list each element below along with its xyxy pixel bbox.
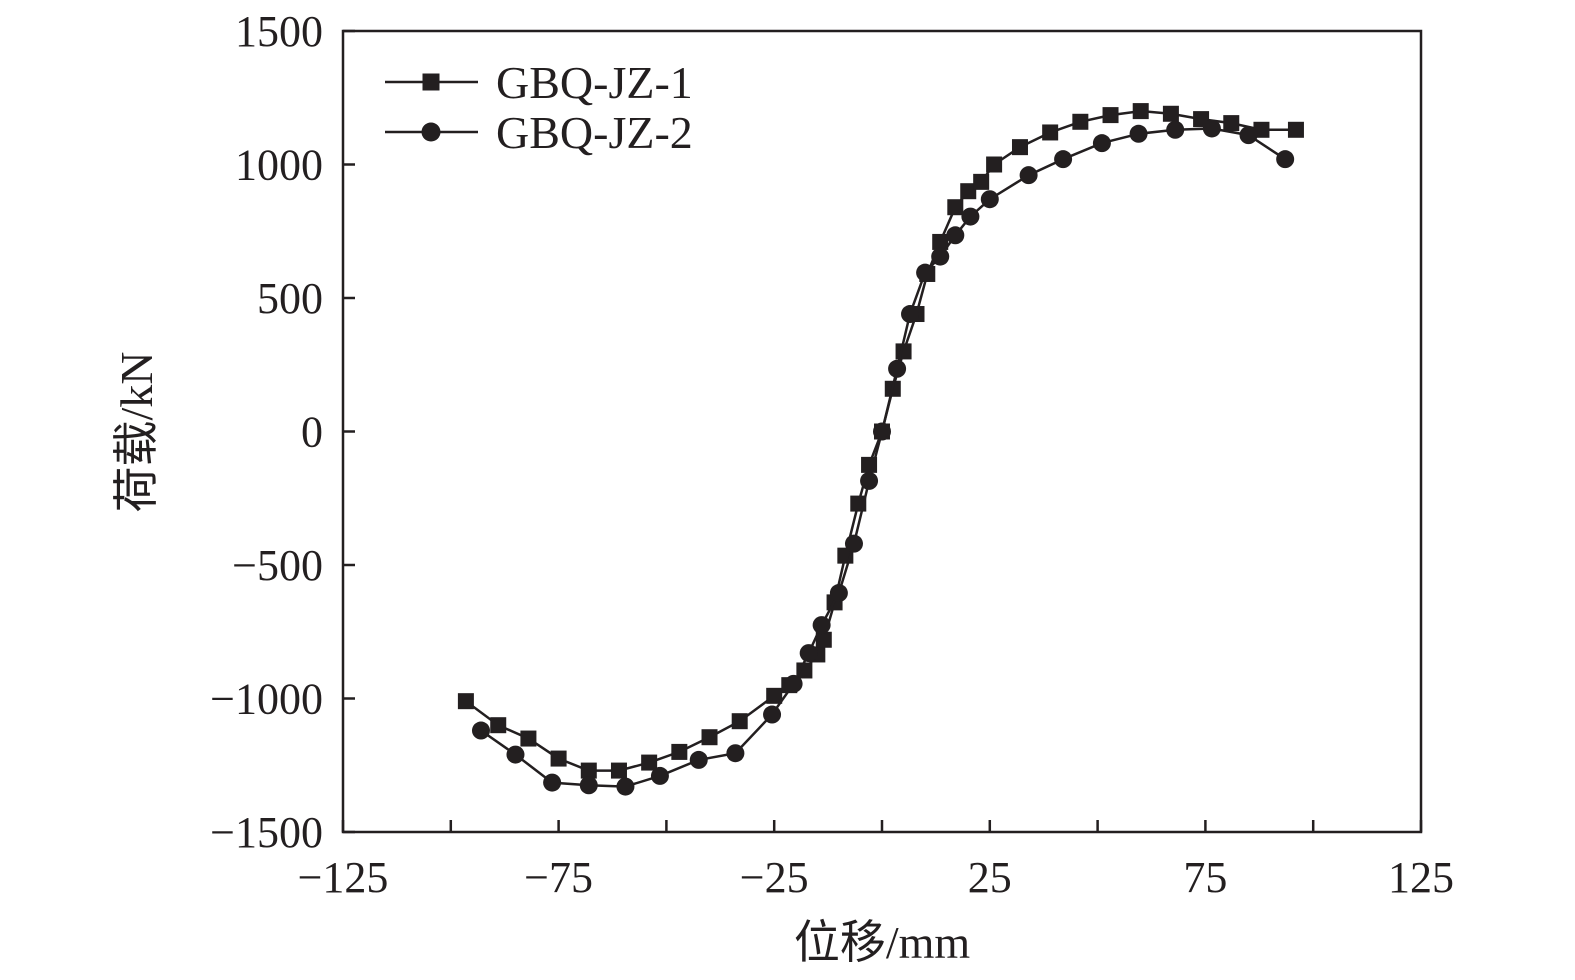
y-tick-label: −500 xyxy=(232,541,323,590)
data-point-square xyxy=(1287,121,1304,138)
data-point-circle xyxy=(901,305,920,324)
x-axis-title: 位移/mm xyxy=(794,917,971,968)
data-point-square xyxy=(520,730,537,747)
data-point-circle xyxy=(726,744,745,763)
data-point-square xyxy=(796,662,813,679)
data-point-circle xyxy=(829,584,848,603)
series-1 xyxy=(457,103,1304,779)
data-point-square xyxy=(1162,105,1179,122)
data-point-circle xyxy=(1054,150,1073,169)
data-point-square xyxy=(1042,124,1059,141)
data-point-square xyxy=(490,717,507,734)
data-point-square xyxy=(766,687,783,704)
data-point-circle xyxy=(1129,124,1148,143)
data-point-circle xyxy=(763,705,782,724)
legend-label-series-2: GBQ-JZ-2 xyxy=(496,107,693,158)
y-axis-ticks: 1500 1000 500 0 −500 −1000 −1500 xyxy=(210,7,355,857)
legend-marker-square xyxy=(422,73,440,91)
y-tick-label: 500 xyxy=(257,274,323,323)
data-point-square xyxy=(731,713,748,730)
data-point-square xyxy=(1132,103,1149,120)
series-line xyxy=(465,109,1296,772)
y-tick-label: −1000 xyxy=(210,675,323,724)
data-point-square xyxy=(550,750,567,767)
data-point-circle xyxy=(1276,150,1295,169)
data-point-circle xyxy=(799,644,818,663)
data-point-circle xyxy=(1019,166,1038,185)
y-tick-label: 1000 xyxy=(235,141,323,190)
data-point-circle xyxy=(1166,120,1185,139)
data-point-circle xyxy=(471,721,490,740)
x-tick-label: −125 xyxy=(298,853,389,902)
data-point-square xyxy=(641,754,658,771)
y-tick-label: 1500 xyxy=(235,7,323,56)
data-point-square xyxy=(960,183,977,200)
legend: GBQ-JZ-1 GBQ-JZ-2 xyxy=(385,57,693,158)
data-point-circle xyxy=(888,359,907,378)
data-point-square xyxy=(701,729,718,746)
data-point-square xyxy=(986,156,1003,173)
data-point-square xyxy=(610,762,627,779)
data-point-circle xyxy=(543,773,562,792)
data-point-square xyxy=(1223,115,1240,132)
data-point-square xyxy=(973,173,990,190)
data-point-circle xyxy=(946,226,965,245)
legend-label-series-1: GBQ-JZ-1 xyxy=(496,57,693,108)
data-point-circle xyxy=(689,750,708,769)
data-point-circle xyxy=(873,422,891,441)
data-point-circle xyxy=(1202,119,1221,138)
data-point-square xyxy=(457,693,474,710)
legend-item-series-1: GBQ-JZ-1 xyxy=(385,57,693,108)
data-point-square xyxy=(1011,139,1028,156)
data-point-circle xyxy=(784,674,803,693)
y-tick-label: −1500 xyxy=(210,808,323,857)
data-point-circle xyxy=(1092,134,1111,153)
data-point-circle xyxy=(931,247,950,266)
data-point-square xyxy=(815,631,832,648)
legend-marker-circle xyxy=(421,122,441,142)
x-tick-label: 75 xyxy=(1183,853,1227,902)
data-point-circle xyxy=(1239,126,1258,145)
data-point-square xyxy=(1072,113,1089,130)
x-tick-label: 25 xyxy=(968,853,1012,902)
data-point-square xyxy=(947,199,964,216)
x-tick-label: 125 xyxy=(1388,853,1454,902)
series-layer xyxy=(457,103,1304,796)
data-point-circle xyxy=(616,777,635,796)
data-point-circle xyxy=(506,745,525,764)
data-point-square xyxy=(1253,121,1270,138)
legend-item-series-2: GBQ-JZ-2 xyxy=(385,107,693,158)
series-2 xyxy=(471,119,1295,796)
data-point-circle xyxy=(961,207,980,226)
series-line xyxy=(480,127,1286,788)
x-axis-ticks: −125 −75 −25 25 75 125 xyxy=(298,820,1454,902)
y-axis-title: 荷载/kN xyxy=(111,352,162,513)
data-point-circle xyxy=(980,190,999,209)
data-point-circle xyxy=(579,776,598,795)
data-point-circle xyxy=(812,616,831,635)
data-point-circle xyxy=(916,263,935,282)
data-point-square xyxy=(932,233,949,250)
x-tick-label: −25 xyxy=(740,853,809,902)
data-point-circle xyxy=(860,471,879,490)
y-tick-label: 0 xyxy=(301,408,323,457)
data-point-square xyxy=(580,762,597,779)
x-tick-label: −75 xyxy=(524,853,593,902)
data-point-circle xyxy=(650,766,669,785)
data-point-square xyxy=(1102,107,1119,124)
data-point-square xyxy=(671,743,688,760)
data-point-circle xyxy=(844,534,863,553)
